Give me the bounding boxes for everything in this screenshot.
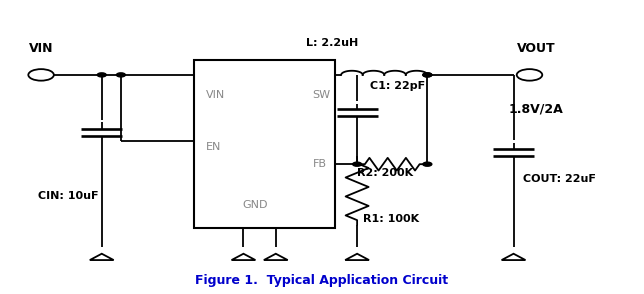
Text: R1: 100K: R1: 100K bbox=[363, 214, 420, 224]
Circle shape bbox=[28, 69, 54, 81]
Text: CIN: 10uF: CIN: 10uF bbox=[38, 191, 99, 201]
Circle shape bbox=[97, 73, 106, 77]
Circle shape bbox=[117, 73, 126, 77]
FancyBboxPatch shape bbox=[194, 61, 335, 228]
Text: VIN: VIN bbox=[29, 42, 53, 55]
Text: R2: 200K: R2: 200K bbox=[357, 168, 413, 178]
Text: C1: 22pF: C1: 22pF bbox=[370, 81, 425, 91]
Text: EN: EN bbox=[206, 142, 221, 152]
Text: VIN: VIN bbox=[206, 90, 225, 100]
Text: L: 2.2uH: L: 2.2uH bbox=[306, 38, 358, 48]
Circle shape bbox=[423, 162, 432, 166]
Text: GND: GND bbox=[242, 200, 268, 210]
Text: FB: FB bbox=[312, 159, 327, 169]
Text: 1.8V/2A: 1.8V/2A bbox=[509, 102, 564, 115]
Text: COUT: 22uF: COUT: 22uF bbox=[523, 174, 596, 184]
Text: Figure 1.  Typical Application Circuit: Figure 1. Typical Application Circuit bbox=[195, 274, 449, 287]
Circle shape bbox=[516, 69, 542, 81]
Text: SW: SW bbox=[312, 90, 330, 100]
Text: VOUT: VOUT bbox=[516, 42, 555, 55]
Circle shape bbox=[423, 73, 432, 77]
Circle shape bbox=[423, 73, 432, 77]
Circle shape bbox=[353, 162, 361, 166]
